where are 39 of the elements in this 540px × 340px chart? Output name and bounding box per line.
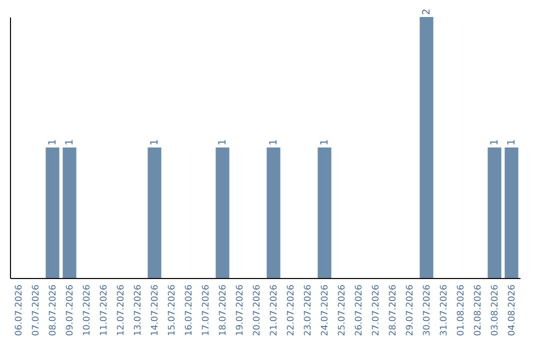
x-tick-label: 18.07.2026 bbox=[218, 284, 228, 336]
x-tick-label: 31.07.2026 bbox=[440, 284, 450, 336]
x-tick-label: 21.07.2026 bbox=[270, 284, 280, 336]
x-tick-label: 22.07.2026 bbox=[286, 284, 296, 336]
x-tick-label: 28.07.2026 bbox=[388, 284, 398, 336]
x-tick-label: 20.07.2026 bbox=[252, 284, 262, 336]
x-tick-label: 26.07.2026 bbox=[354, 284, 364, 336]
data-label: 1 bbox=[268, 139, 280, 146]
x-tick-label: 14.07.2026 bbox=[150, 284, 160, 336]
x-tick-label: 06.07.2026 bbox=[14, 284, 24, 336]
data-label: 1 bbox=[64, 139, 76, 146]
x-tick-label: 04.08.2026 bbox=[508, 284, 518, 336]
x-tick-label: 01.08.2026 bbox=[456, 284, 466, 336]
data-label: 1 bbox=[490, 139, 500, 146]
data-label: 1 bbox=[48, 139, 58, 146]
x-tick-label: 25.07.2026 bbox=[338, 284, 348, 336]
data-label: 1 bbox=[150, 139, 160, 146]
data-label: 2 bbox=[422, 8, 432, 15]
x-tick-label: 16.07.2026 bbox=[184, 284, 194, 336]
data-label: 1 bbox=[320, 139, 330, 146]
x-tick-label: 19.07.2026 bbox=[236, 284, 246, 336]
x-tick-label: 24.07.2026 bbox=[320, 284, 330, 336]
x-tick-label: 07.07.2026 bbox=[32, 284, 42, 336]
x-tick-label: 15.07.2026 bbox=[168, 284, 178, 336]
x-tick-label: 23.07.2026 bbox=[304, 284, 314, 336]
x-tick-label: 11.07.2026 bbox=[100, 284, 110, 336]
x-tick-label: 02.08.2026 bbox=[474, 284, 484, 336]
x-tick-label: 12.07.2026 bbox=[116, 284, 126, 336]
x-tick-label: 10.07.2026 bbox=[82, 284, 92, 336]
x-tick-label: 09.07.2026 bbox=[66, 284, 76, 336]
x-tick-label: 30.07.2026 bbox=[422, 284, 432, 336]
x-tick-label: 13.07.2026 bbox=[134, 284, 144, 336]
x-tick-label: 08.07.2026 bbox=[48, 284, 58, 336]
x-tick-label: 27.07.2026 bbox=[372, 284, 382, 336]
data-label: 1 bbox=[506, 139, 518, 146]
data-label: 1 bbox=[218, 139, 228, 146]
x-tick-label: 17.07.2026 bbox=[202, 284, 212, 336]
x-tick-label: 03.08.2026 bbox=[490, 284, 500, 336]
x-tick-label: 29.07.2026 bbox=[406, 284, 416, 336]
